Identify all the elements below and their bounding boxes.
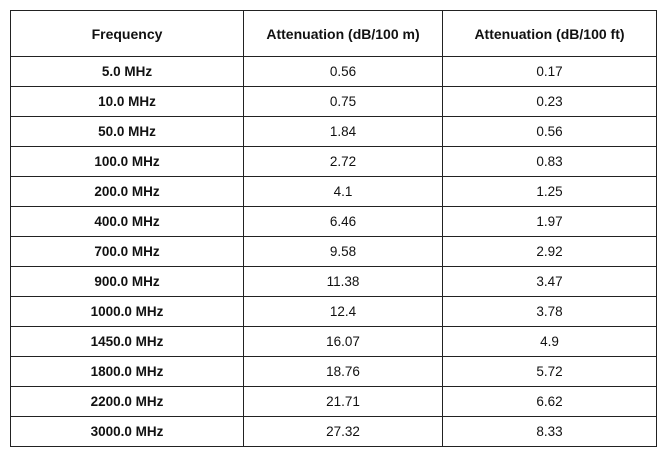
table-row: 100.0 MHz 2.72 0.83 — [10, 146, 657, 177]
frequency-cell: 5.0 MHz — [10, 56, 244, 87]
attenuation-db-per-100ft-cell: 3.78 — [442, 296, 657, 327]
attenuation-db-per-100m-cell: 6.46 — [243, 206, 443, 237]
frequency-cell: 100.0 MHz — [10, 146, 244, 177]
frequency-cell: 900.0 MHz — [10, 266, 244, 297]
table-row: 50.0 MHz 1.84 0.56 — [10, 116, 657, 147]
attenuation-db-per-100m-cell: 21.71 — [243, 386, 443, 417]
frequency-cell: 1000.0 MHz — [10, 296, 244, 327]
attenuation-db-per-100m-cell: 12.4 — [243, 296, 443, 327]
attenuation-db-per-100ft-cell: 0.23 — [442, 86, 657, 117]
table-row: 400.0 MHz 6.46 1.97 — [10, 206, 657, 237]
attenuation-db-per-100m-cell: 4.1 — [243, 176, 443, 207]
attenuation-db-per-100m-cell: 9.58 — [243, 236, 443, 267]
frequency-cell: 200.0 MHz — [10, 176, 244, 207]
table-row: 1000.0 MHz 12.4 3.78 — [10, 296, 657, 327]
attenuation-db-per-100ft-cell: 1.97 — [442, 206, 657, 237]
attenuation-db-per-100m-cell: 27.32 — [243, 416, 443, 447]
table-row: 700.0 MHz 9.58 2.92 — [10, 236, 657, 267]
table-row: 3000.0 MHz 27.32 8.33 — [10, 416, 657, 447]
frequency-cell: 1450.0 MHz — [10, 326, 244, 357]
table-row: 5.0 MHz 0.56 0.17 — [10, 56, 657, 87]
frequency-cell: 1800.0 MHz — [10, 356, 244, 387]
table-header: Frequency Attenuation (dB/100 m) Attenua… — [10, 10, 657, 57]
attenuation-db-per-100ft-cell: 0.83 — [442, 146, 657, 177]
table-row: 200.0 MHz 4.1 1.25 — [10, 176, 657, 207]
attenuation-db-per-100m-cell: 11.38 — [243, 266, 443, 297]
attenuation-db-per-100m-cell: 18.76 — [243, 356, 443, 387]
header-frequency: Frequency — [10, 10, 244, 57]
frequency-cell: 400.0 MHz — [10, 206, 244, 237]
attenuation-db-per-100ft-cell: 2.92 — [442, 236, 657, 267]
frequency-cell: 50.0 MHz — [10, 116, 244, 147]
attenuation-db-per-100m-cell: 0.56 — [243, 56, 443, 87]
header-attenuation-db-per-100m: Attenuation (dB/100 m) — [243, 10, 443, 57]
attenuation-db-per-100ft-cell: 0.17 — [442, 56, 657, 87]
table-row: 2200.0 MHz 21.71 6.62 — [10, 386, 657, 417]
attenuation-table: Frequency Attenuation (dB/100 m) Attenua… — [10, 10, 657, 447]
header-row: Frequency Attenuation (dB/100 m) Attenua… — [10, 10, 657, 57]
table-body: 5.0 MHz 0.56 0.17 10.0 MHz 0.75 0.23 50.0 MHz 1… — [10, 56, 657, 447]
table-row: 900.0 MHz 11.38 3.47 — [10, 266, 657, 297]
attenuation-db-per-100m-cell: 1.84 — [243, 116, 443, 147]
attenuation-db-per-100ft-cell: 3.47 — [442, 266, 657, 297]
table-row: 10.0 MHz 0.75 0.23 — [10, 86, 657, 117]
table-row: 1450.0 MHz 16.07 4.9 — [10, 326, 657, 357]
attenuation-db-per-100ft-cell: 4.9 — [442, 326, 657, 357]
frequency-cell: 700.0 MHz — [10, 236, 244, 267]
attenuation-db-per-100m-cell: 2.72 — [243, 146, 443, 177]
attenuation-db-per-100m-cell: 16.07 — [243, 326, 443, 357]
attenuation-db-per-100ft-cell: 5.72 — [442, 356, 657, 387]
frequency-cell: 10.0 MHz — [10, 86, 244, 117]
attenuation-db-per-100ft-cell: 6.62 — [442, 386, 657, 417]
frequency-cell: 2200.0 MHz — [10, 386, 244, 417]
attenuation-db-per-100ft-cell: 1.25 — [442, 176, 657, 207]
table-row: 1800.0 MHz 18.76 5.72 — [10, 356, 657, 387]
attenuation-db-per-100ft-cell: 8.33 — [442, 416, 657, 447]
attenuation-db-per-100ft-cell: 0.56 — [442, 116, 657, 147]
header-attenuation-db-per-100ft: Attenuation (dB/100 ft) — [442, 10, 657, 57]
frequency-cell: 3000.0 MHz — [10, 416, 244, 447]
attenuation-db-per-100m-cell: 0.75 — [243, 86, 443, 117]
